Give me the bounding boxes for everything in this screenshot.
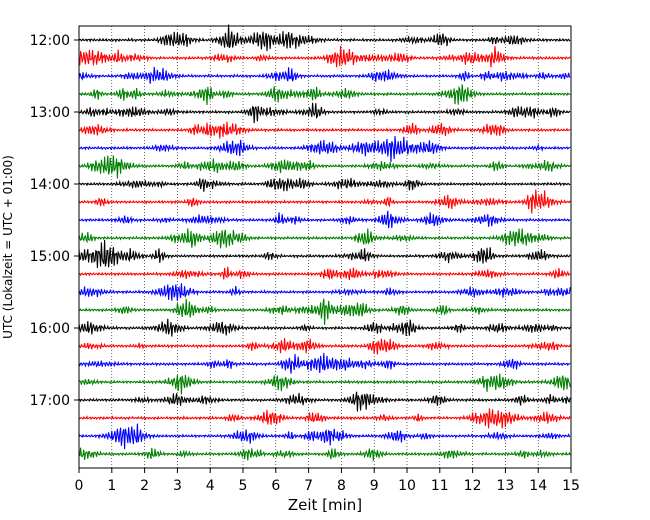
x-axis-ticks: 0 1 2 3 4 5 6 7 8 9 10 11 12 13 14 15 (75, 468, 580, 494)
trace-line (78, 45, 571, 68)
trace-line (78, 423, 571, 450)
y-tick-label: 16:00 (30, 321, 70, 337)
trace-line (78, 24, 571, 52)
plot-frame (78, 25, 572, 469)
x-tick-label: 6 (271, 478, 280, 494)
y-tick-label: 15:00 (30, 249, 70, 265)
trace-line (78, 228, 571, 249)
trace-line (78, 266, 571, 281)
trace-line (78, 338, 571, 355)
trace-line (78, 189, 571, 214)
x-tick-label: 3 (173, 478, 182, 494)
y-tick-label: 12:00 (30, 33, 70, 49)
y-tick-label: 13:00 (30, 105, 70, 121)
x-tick-label: 2 (140, 478, 149, 494)
y-axis-label: UTC (Lokalzeit = UTC + 01:00) (1, 155, 15, 339)
trace-line (78, 210, 571, 229)
trace-line (78, 447, 571, 461)
x-tick-label: 5 (239, 478, 248, 494)
x-tick-label: 13 (496, 478, 514, 494)
trace-line (78, 373, 571, 395)
x-tick-label: 4 (206, 478, 215, 494)
y-axis-ticks: 12:00 13:00 14:00 15:00 16:00 17:00 (30, 33, 79, 409)
x-tick-label: 8 (337, 478, 346, 494)
trace-group (78, 24, 571, 461)
trace-line (78, 298, 571, 325)
x-tick-label: 14 (529, 478, 547, 494)
plot-area (79, 26, 571, 468)
trace-line (78, 84, 571, 105)
trace-line (78, 352, 571, 374)
x-tick-label: 11 (431, 478, 449, 494)
trace-line (78, 121, 571, 139)
trace-line (78, 283, 571, 301)
trace-line (78, 66, 571, 84)
trace-line (78, 408, 571, 429)
x-tick-label: 7 (304, 478, 313, 494)
y-tick-label: 14:00 (30, 177, 70, 193)
trace-line (78, 318, 571, 337)
trace-line (78, 240, 571, 269)
x-tick-label: 1 (107, 478, 116, 494)
x-tick-label: 12 (464, 478, 482, 494)
x-axis-label: Zeit [min] (288, 496, 362, 514)
y-tick-label: 17:00 (30, 393, 70, 409)
x-tick-label: 10 (398, 478, 416, 494)
x-tick-label: 15 (562, 478, 580, 494)
trace-line (78, 135, 571, 162)
trace-line (78, 391, 571, 412)
trace-line (78, 155, 571, 179)
x-tick-label: 9 (370, 478, 379, 494)
trace-line (78, 102, 571, 124)
trace-line (78, 177, 571, 192)
x-tick-label: 0 (75, 478, 84, 494)
